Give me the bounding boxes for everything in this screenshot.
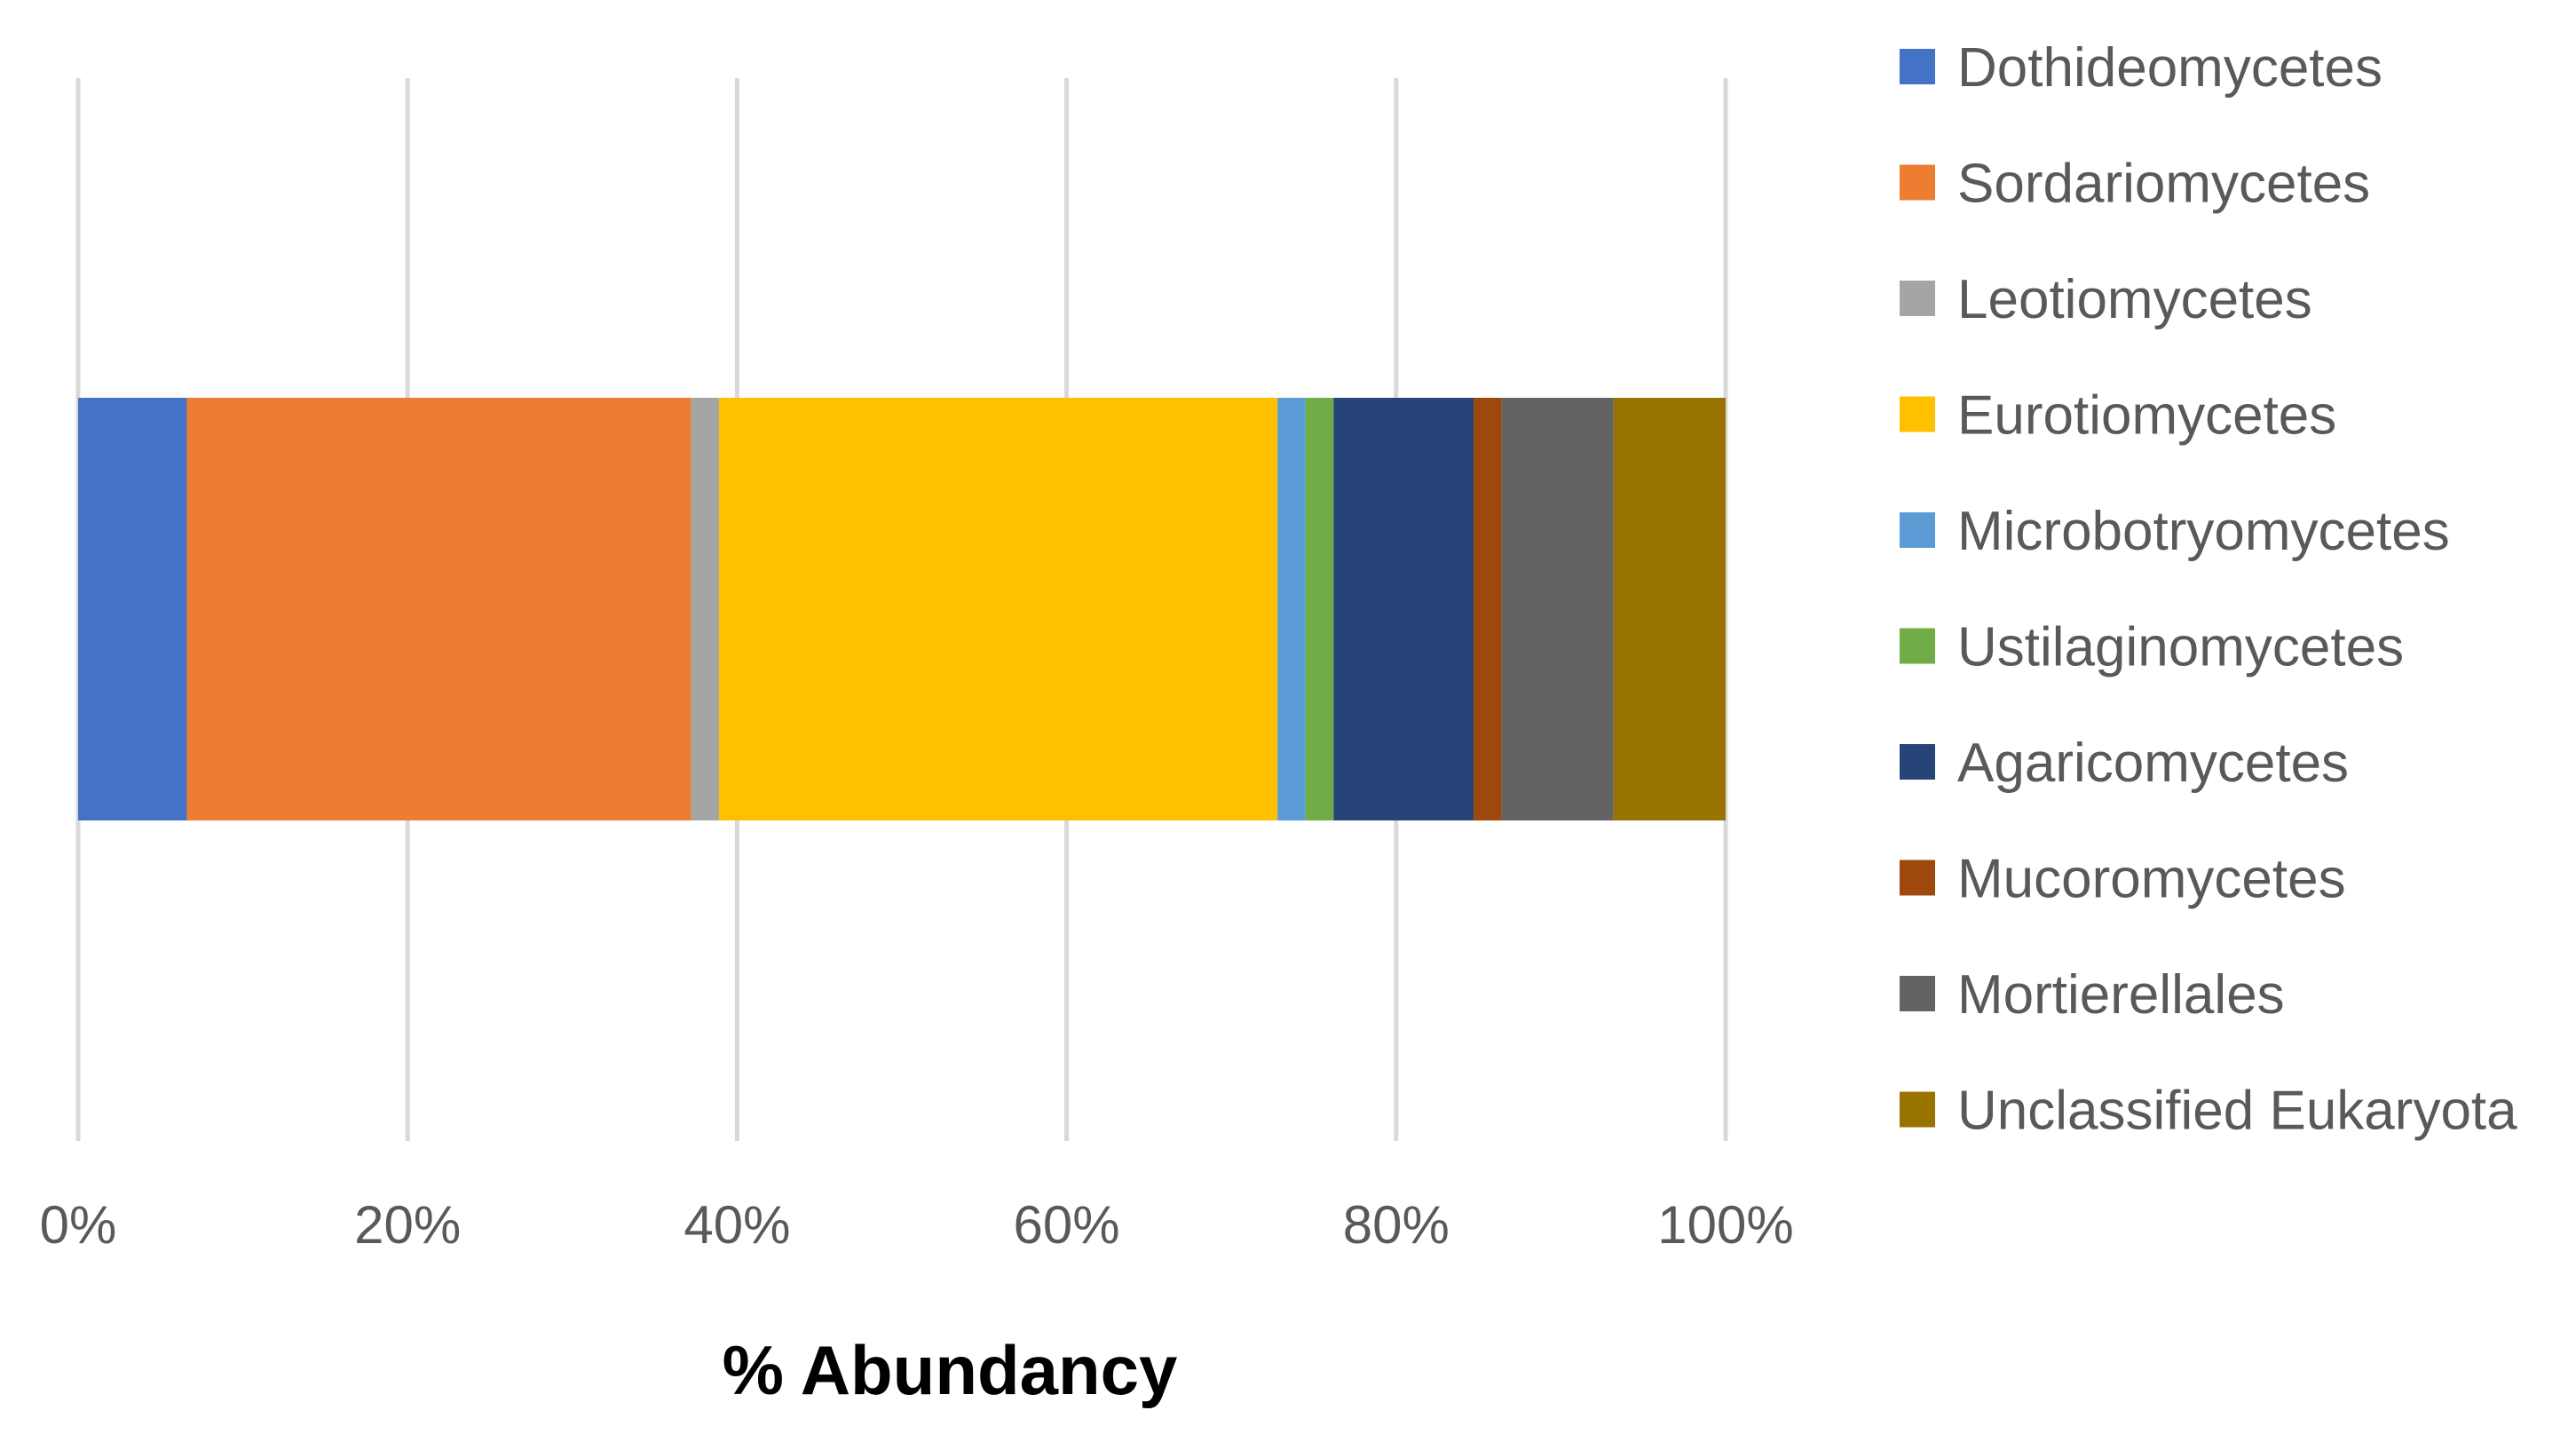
x-axis-title: % Abundancy	[723, 1331, 1178, 1409]
bar-segment-eurotiomycetes	[718, 398, 1278, 820]
bar-segment-microbotryomycetes	[1277, 398, 1306, 820]
legend-label: Sordariomycetes	[1957, 154, 2370, 215]
bar-segment-dothideomycetes	[78, 398, 187, 820]
legend-label: Dothideomycetes	[1957, 37, 2382, 99]
legend-item: Leotiomycetes	[1900, 269, 2312, 330]
legend-swatch	[1900, 860, 1935, 896]
legend-item: Mortierellales	[1900, 964, 2285, 1026]
bar-segment-unclassified-eukaryota	[1613, 398, 1726, 820]
legend-swatch	[1900, 1091, 1935, 1128]
legend-item: Sordariomycetes	[1900, 154, 2370, 215]
legend-item: Microbotryomycetes	[1900, 501, 2450, 562]
legend-item: Ustilaginomycetes	[1900, 617, 2404, 678]
legend-swatch	[1900, 512, 1935, 548]
legend-label: Mucoromycetes	[1957, 849, 2346, 910]
x-tick-label: 60%	[1014, 1195, 1120, 1255]
bar-segments	[78, 398, 1726, 820]
bar-segment-leotiomycetes	[691, 398, 719, 820]
legend-item: Unclassified Eukaryota	[1900, 1081, 2517, 1142]
bar-segment-sordariomycetes	[186, 398, 691, 820]
x-tick-label: 80%	[1343, 1195, 1450, 1255]
legend-label: Agaricomycetes	[1957, 733, 2349, 794]
bar-segment-ustilaginomycetes	[1305, 398, 1334, 820]
legend-swatch	[1900, 744, 1935, 780]
legend-swatch	[1900, 976, 1935, 1011]
x-tick-label: 20%	[354, 1195, 461, 1255]
legend-item: Dothideomycetes	[1900, 37, 2382, 99]
bar-segment-agaricomycetes	[1333, 398, 1474, 820]
legend-label: Mortierellales	[1957, 964, 2285, 1026]
x-tick-labels: 0% 20% 40% 60% 80% 100%	[40, 1195, 1794, 1255]
legend-swatch	[1900, 164, 1935, 201]
bar-segment-mucoromycetes	[1474, 398, 1502, 820]
legend-label: Microbotryomycetes	[1957, 501, 2450, 562]
legend-swatch	[1900, 628, 1935, 664]
legend-item: Agaricomycetes	[1900, 733, 2349, 794]
legend-item: Mucoromycetes	[1900, 849, 2346, 910]
legend-label: Eurotiomycetes	[1957, 385, 2336, 447]
bar-segment-mortierellales	[1501, 398, 1614, 820]
legend-item: Eurotiomycetes	[1900, 385, 2336, 447]
legend-swatch	[1900, 281, 1935, 316]
legend-label: Unclassified Eukaryota	[1957, 1081, 2517, 1142]
legend-swatch	[1900, 396, 1935, 432]
x-tick-label: 40%	[684, 1195, 790, 1255]
x-tick-label: 100%	[1657, 1195, 1793, 1255]
x-tick-label: 0%	[40, 1195, 117, 1255]
legend-label: Ustilaginomycetes	[1957, 617, 2404, 678]
legend-swatch	[1900, 49, 1935, 84]
legend-label: Leotiomycetes	[1957, 269, 2312, 330]
legend: Dothideomycetes Sordariomycetes Leotiomyce…	[1900, 37, 2517, 1142]
